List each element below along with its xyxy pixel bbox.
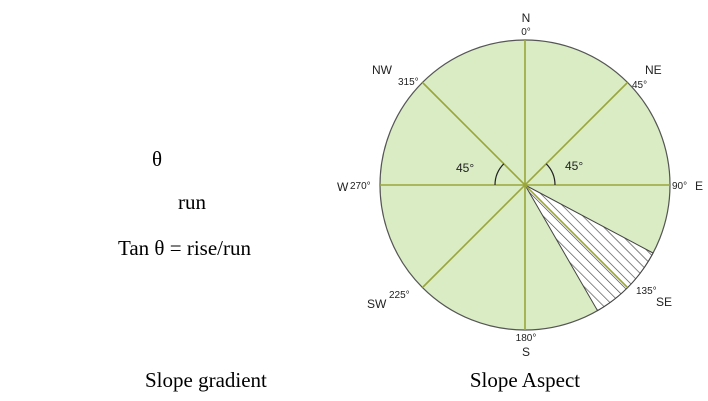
direction: SE [656, 295, 672, 309]
angle-label: 45° [565, 159, 583, 173]
theta: θ [152, 147, 162, 171]
direction: NW [372, 63, 393, 77]
degree: 90° [672, 181, 687, 192]
degree: 270° [350, 181, 371, 192]
degree: 225° [389, 290, 410, 301]
slope-gradient: θ run Tan θ = rise/run Slope gradient [118, 147, 267, 392]
degree: 180° [516, 333, 537, 344]
formula: Tan θ = rise/run [118, 236, 251, 260]
degree: 0° [521, 27, 531, 38]
direction: SW [367, 297, 387, 311]
caption: Slope Aspect [470, 368, 580, 392]
direction: W [337, 180, 349, 194]
degree: 315° [398, 77, 419, 88]
angle-arc [494, 163, 505, 186]
slope-aspect: 45° 45° N 0° NE 45° 90° E 135° SE 180° S… [337, 11, 703, 392]
direction: NE [645, 63, 662, 77]
direction: S [522, 345, 530, 359]
spoke [421, 81, 629, 289]
caption: Slope gradient [145, 368, 267, 392]
direction: E [695, 179, 703, 193]
direction: N [522, 11, 531, 25]
degree: 45° [632, 80, 647, 91]
degree: 135° [636, 286, 657, 297]
angle-arc [545, 163, 556, 186]
angle-label: 45° [456, 161, 474, 175]
run-label: run [178, 190, 206, 214]
